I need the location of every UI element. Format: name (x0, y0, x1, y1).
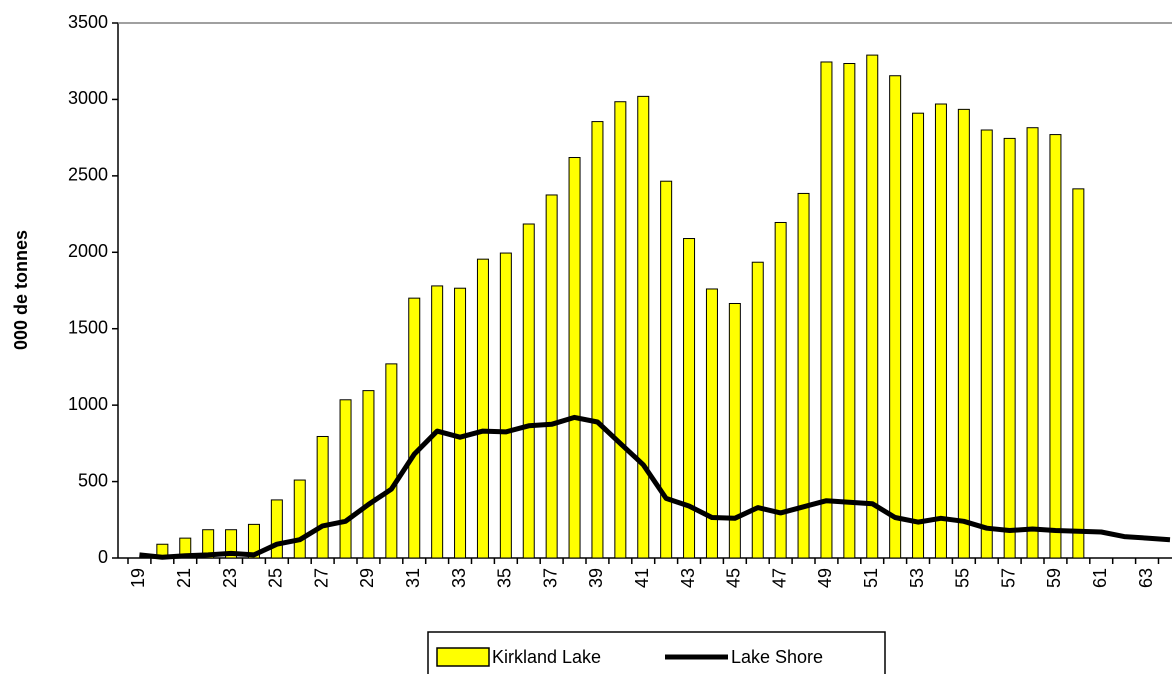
bar (820, 61, 833, 559)
x-tick-label: 53 (907, 568, 927, 588)
bar (545, 194, 558, 559)
x-tick-label: 63 (1136, 568, 1156, 588)
x-tick-label: 61 (1090, 568, 1110, 588)
x-tick-label: 47 (769, 568, 789, 588)
y-tick-label: 3000 (68, 88, 108, 108)
bar (614, 101, 627, 559)
x-tick-label: 37 (540, 568, 560, 588)
x-tick-label: 25 (266, 568, 286, 588)
bar (225, 529, 238, 559)
legend-swatch (436, 647, 490, 667)
bar (683, 238, 696, 559)
x-tick-label: 39 (586, 568, 606, 588)
bar (1003, 137, 1016, 559)
bar (866, 54, 879, 559)
bar (980, 129, 993, 559)
legend-box (427, 631, 886, 674)
bar (247, 523, 260, 559)
bar (889, 75, 902, 559)
y-tick-label: 1500 (68, 317, 108, 337)
legend-label: Kirkland Lake (492, 647, 601, 667)
x-tick-label: 41 (632, 568, 652, 588)
bar (270, 499, 283, 559)
x-tick-label: 55 (953, 568, 973, 588)
bar (522, 223, 535, 559)
bar (385, 363, 398, 559)
y-axis-label: 000 de tonnes (11, 230, 31, 350)
legend: Kirkland Lake Lake Shore (427, 631, 886, 674)
bar (843, 63, 856, 559)
x-tick-label: 23 (220, 568, 240, 588)
bar (751, 261, 764, 559)
bar (454, 287, 467, 559)
bar (1026, 127, 1039, 559)
bar (202, 529, 215, 559)
bar (1049, 134, 1062, 559)
bar (499, 252, 512, 559)
x-tick-label: 45 (724, 568, 744, 588)
y-tick-label: 2000 (68, 241, 108, 261)
y-tick-label: 3500 (68, 12, 108, 32)
bar (912, 112, 925, 559)
bar (934, 103, 947, 559)
x-tick-label: 35 (495, 568, 515, 588)
x-tick-label: 31 (403, 568, 423, 588)
bar (431, 285, 444, 559)
line (139, 414, 1171, 560)
bar (293, 479, 306, 559)
x-tick-label: 43 (678, 568, 698, 588)
bar (339, 399, 352, 559)
bar (316, 435, 329, 559)
bar (774, 221, 787, 559)
y-tick-label: 2500 (68, 165, 108, 185)
bar (705, 288, 718, 559)
x-tick-label: 59 (1044, 568, 1064, 588)
bar (476, 258, 489, 559)
bar (728, 302, 741, 559)
bar (408, 297, 421, 559)
bar (568, 157, 581, 559)
x-tick-label: 19 (128, 568, 148, 588)
bar (362, 390, 375, 559)
x-tick-label: 51 (861, 568, 881, 588)
x-tick-label: 49 (815, 568, 835, 588)
x-tick-label: 29 (357, 568, 377, 588)
bar (797, 192, 810, 559)
bar (1072, 188, 1085, 559)
x-tick-label: 27 (311, 568, 331, 588)
bar (591, 121, 604, 559)
bar (957, 108, 970, 559)
y-tick-label: 1000 (68, 394, 108, 414)
y-tick-label: 0 (98, 547, 108, 567)
legend-label: Lake Shore (731, 647, 823, 667)
x-tick-label: 21 (174, 568, 194, 588)
bar (660, 180, 673, 559)
y-tick-label: 500 (78, 470, 108, 490)
x-tick-label: 57 (998, 568, 1018, 588)
bar (637, 95, 650, 559)
x-tick-label: 33 (449, 568, 469, 588)
